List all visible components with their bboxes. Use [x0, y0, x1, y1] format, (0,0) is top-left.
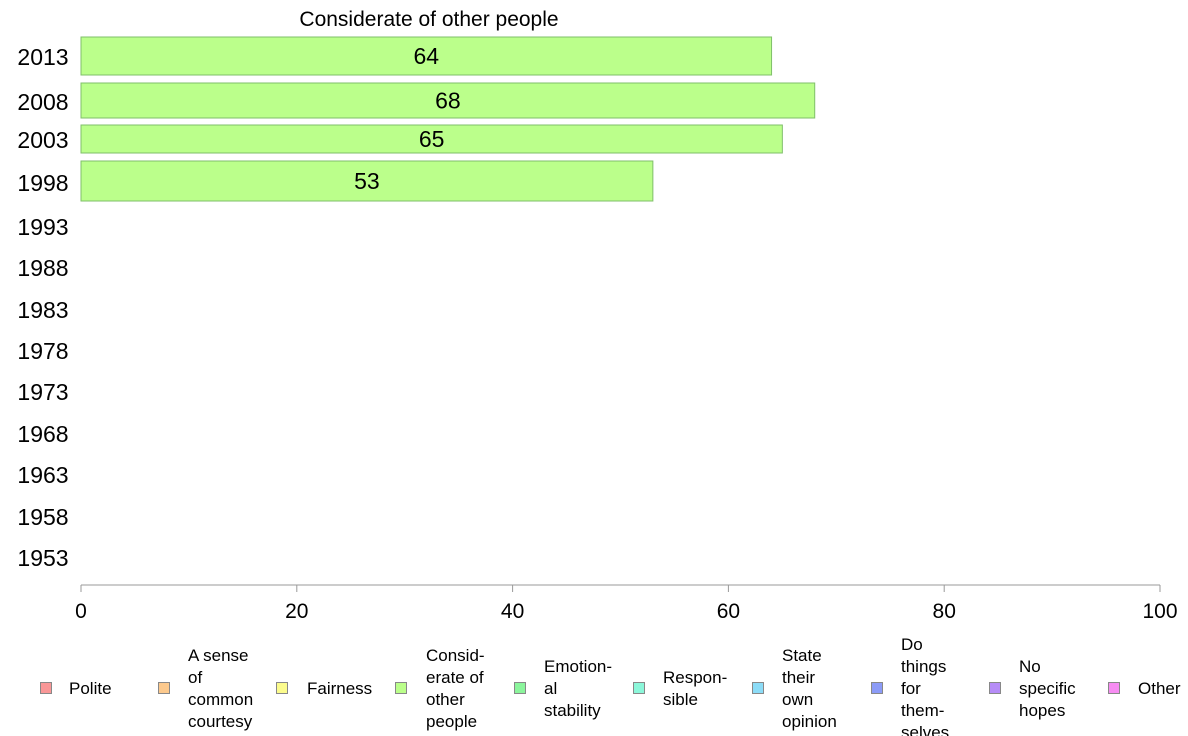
bar: [80, 36, 773, 76]
legend-label: Consid-erate of other people: [426, 646, 485, 731]
legend-item: Emotion-al stability: [514, 657, 612, 720]
y-tick-label: 1953: [17, 545, 68, 571]
legend-item: Other: [1108, 679, 1181, 698]
y-tick-label: 1963: [17, 462, 68, 488]
legend-item: Consid-erate of other people: [395, 646, 485, 731]
legend-label: Do things for them-selves: [901, 635, 949, 736]
x-tick-label: 100: [1142, 600, 1177, 623]
legend-label: No specific hopes: [1019, 657, 1076, 720]
y-tick-label: 1958: [17, 504, 68, 530]
y-tick-label: 1993: [17, 214, 68, 240]
legend-item: Do things for them-selves: [871, 635, 949, 736]
legend-item: State their own opinion: [752, 646, 837, 731]
legend-label: Emotion-al stability: [544, 657, 612, 720]
y-tick-label: 1968: [17, 421, 68, 447]
x-axis: 0 20 40 60 80 100: [75, 584, 1178, 623]
y-tick-label: 1978: [17, 338, 68, 364]
legend-swatch: [871, 682, 883, 694]
y-tick-label: 2013: [17, 44, 68, 70]
bar: [80, 160, 654, 202]
bars: 64 68 65 53: [80, 36, 816, 202]
legend-swatch: [276, 682, 288, 694]
legend-item: Polite: [40, 679, 112, 698]
x-tick-label: 0: [75, 600, 87, 623]
legend-swatch: [752, 682, 764, 694]
legend-item: Respon-sible: [633, 668, 727, 709]
y-tick-label: 1998: [17, 170, 68, 196]
y-axis-labels: 2013 2008 2003 1998 1993 1988 1983 1978 1973 1968…: [17, 44, 68, 571]
legend-swatch: [633, 682, 645, 694]
legend-item: No specific hopes: [989, 657, 1076, 720]
legend-swatch: [514, 682, 526, 694]
bar: [80, 82, 816, 119]
y-tick-label: 1973: [17, 379, 68, 405]
bar-data-label: 53: [354, 168, 380, 194]
legend-label: Polite: [69, 679, 112, 698]
legend-label: State their own opinion: [782, 646, 837, 731]
legend-swatch: [395, 682, 407, 694]
bar-data-label: 64: [413, 43, 439, 69]
x-tick-label: 40: [501, 600, 524, 623]
legend-label: Other: [1138, 679, 1181, 698]
legend: Polite A sense of common courtesy Fairness Con…: [40, 635, 1181, 736]
legend-label: Fairness: [307, 679, 372, 698]
y-tick-label: 1983: [17, 297, 68, 323]
chart-title: Considerate of other people: [299, 8, 558, 31]
x-tick-label: 20: [285, 600, 308, 623]
y-tick-label: 2003: [17, 127, 68, 153]
bar-data-label: 68: [435, 88, 461, 114]
bar-data-label: 65: [419, 126, 445, 152]
legend-label: Respon-sible: [663, 668, 727, 709]
x-tick-label: 60: [717, 600, 740, 623]
legend-swatch: [158, 682, 170, 694]
legend-swatch: [989, 682, 1001, 694]
y-tick-label: 1988: [17, 255, 68, 281]
legend-item: A sense of common courtesy: [158, 646, 253, 731]
y-tick-label: 2008: [17, 89, 68, 115]
legend-swatch: [40, 682, 52, 694]
bar: [80, 124, 783, 154]
legend-swatch: [1108, 682, 1120, 694]
legend-item: Fairness: [276, 679, 372, 698]
legend-label: A sense of common courtesy: [188, 646, 253, 731]
x-tick-label: 80: [933, 600, 956, 623]
